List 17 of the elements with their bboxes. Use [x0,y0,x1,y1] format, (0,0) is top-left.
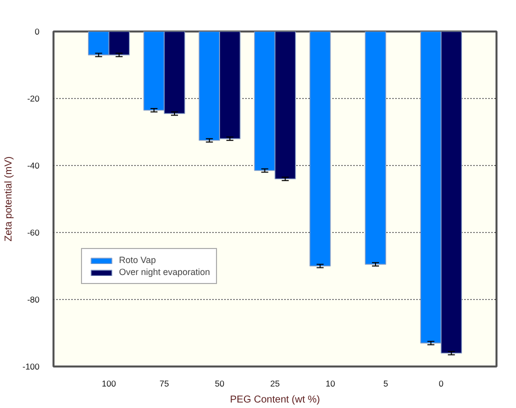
x-tick-label: 25 [270,378,280,388]
y-axis-title: Zeta potential (mV) [3,156,14,242]
y-tick-label: 0 [34,26,40,36]
legend-label: Roto Vap [119,255,156,265]
legend-label: Over night evaporation [119,267,210,277]
x-tick-label: 50 [214,378,225,388]
y-tick-label: -80 [27,294,40,304]
x-tick-label: 0 [438,378,444,388]
x-tick-label: 10 [326,378,336,388]
x-tick-label: 5 [383,378,388,388]
x-tick-label: 100 [102,378,116,388]
y-tick-label: -100 [22,362,40,372]
x-tick-label: 75 [160,378,170,388]
y-tick-label: -40 [27,160,40,170]
y-tick-label: -20 [27,94,40,104]
x-axis-title: PEG Content (wt %) [230,394,320,406]
y-tick-label: -60 [27,228,40,238]
